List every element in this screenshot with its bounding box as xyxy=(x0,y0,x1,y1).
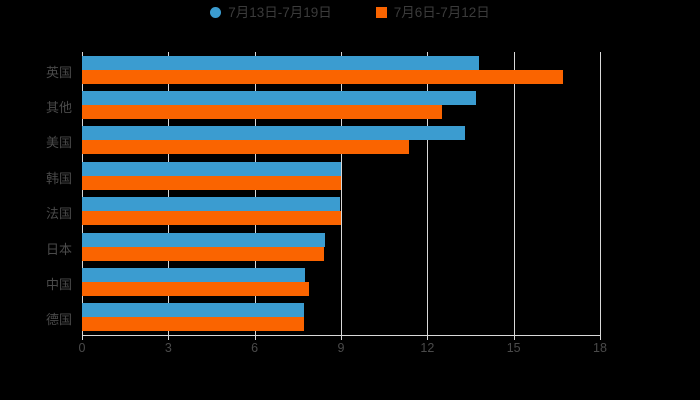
gridline-x-15 xyxy=(513,52,515,335)
bar-英国-series-0[interactable] xyxy=(82,55,480,70)
bar-中国-series-1[interactable] xyxy=(82,281,310,296)
bar-其他-series-0[interactable] xyxy=(82,91,477,106)
x-tick-mark-15 xyxy=(513,335,515,340)
y-axis-label-美国: 美国 xyxy=(45,135,72,151)
y-axis-label-日本: 日本 xyxy=(45,241,72,257)
x-tick-label-15: 15 xyxy=(506,341,521,355)
x-tick-mark-9 xyxy=(341,335,342,340)
bar-日本-series-1[interactable] xyxy=(82,246,324,261)
x-tick-label-0: 0 xyxy=(78,341,86,355)
x-tick-label-6: 6 xyxy=(251,341,259,355)
bar-美国-series-1[interactable] xyxy=(82,140,409,155)
x-tick-label-3: 3 xyxy=(164,341,172,355)
y-axis-labels: 英国其他美国韩国法国日本中国德国 xyxy=(0,52,72,335)
y-axis-label-英国: 英国 xyxy=(45,64,72,80)
plot-area xyxy=(82,52,601,335)
bar-德国-series-1[interactable] xyxy=(82,317,304,332)
x-tick-label-18: 18 xyxy=(593,341,607,355)
gridline-x-6 xyxy=(254,52,256,335)
y-axis-label-其他: 其他 xyxy=(45,100,72,116)
bar-法国-series-0[interactable] xyxy=(82,197,340,212)
gridline-x-12 xyxy=(427,52,429,335)
legend-circle-marker-blue-icon xyxy=(210,7,222,19)
legend-square-marker-orange-icon xyxy=(375,7,387,19)
legend-label-series-0: 7月13日-7月19日 xyxy=(228,5,332,20)
bar-其他-series-1[interactable] xyxy=(82,105,442,120)
bar-美国-series-0[interactable] xyxy=(82,126,465,141)
x-tick-label-9: 9 xyxy=(337,341,345,355)
y-axis-label-中国: 中国 xyxy=(45,276,72,292)
bar-英国-series-1[interactable] xyxy=(82,69,563,84)
bar-日本-series-0[interactable] xyxy=(82,232,326,247)
chart-legend: 7月13日-7月19日 7月6日-7月12日 xyxy=(0,6,700,20)
gridline-x-0 xyxy=(82,52,83,335)
bar-法国-series-1[interactable] xyxy=(82,211,341,226)
x-tick-mark-12 xyxy=(427,335,429,340)
gridline-x-18 xyxy=(600,52,601,335)
y-axis-label-德国: 德国 xyxy=(45,312,72,328)
bar-中国-series-0[interactable] xyxy=(82,267,306,282)
gridline-x-9 xyxy=(341,52,342,335)
x-tick-mark-3 xyxy=(168,335,170,340)
x-tick-mark-0 xyxy=(82,335,83,340)
legend-item-series-0[interactable]: 7月13日-7月19日 xyxy=(210,6,332,20)
x-tick-mark-6 xyxy=(254,335,256,340)
x-tick-mark-18 xyxy=(600,335,601,340)
bar-韩国-series-1[interactable] xyxy=(82,175,341,190)
x-tick-label-12: 12 xyxy=(420,341,435,355)
gridline-x-3 xyxy=(168,52,170,335)
legend-item-series-1[interactable]: 7月6日-7月12日 xyxy=(375,5,490,20)
bar-韩国-series-0[interactable] xyxy=(82,161,341,176)
y-axis-label-法国: 法国 xyxy=(45,206,72,222)
y-axis-label-韩国: 韩国 xyxy=(45,170,72,186)
legend-label-series-1: 7月6日-7月12日 xyxy=(393,5,490,20)
bar-德国-series-0[interactable] xyxy=(82,303,304,318)
